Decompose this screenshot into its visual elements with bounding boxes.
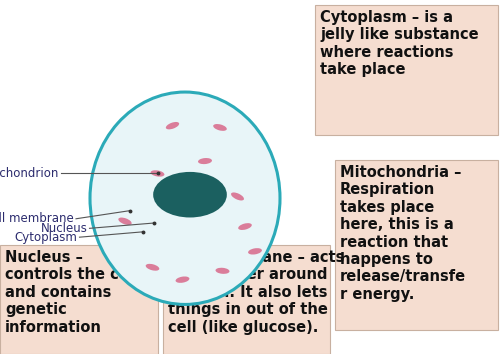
Text: Cell membrane: Cell membrane xyxy=(0,212,74,225)
Ellipse shape xyxy=(238,223,252,230)
Ellipse shape xyxy=(166,122,179,129)
Text: Cytoplasm – is a
jelly like substance
where reactions
take place: Cytoplasm – is a jelly like substance wh… xyxy=(320,10,478,77)
Bar xyxy=(335,160,498,330)
Ellipse shape xyxy=(154,173,226,217)
Ellipse shape xyxy=(150,170,164,177)
Ellipse shape xyxy=(198,158,212,164)
Text: Mitochondrion: Mitochondrion xyxy=(0,167,59,180)
Ellipse shape xyxy=(90,92,280,304)
Ellipse shape xyxy=(213,124,227,131)
Ellipse shape xyxy=(231,193,244,200)
Ellipse shape xyxy=(146,264,160,271)
Text: Cell membrane – acts
as a barrier around
the cell. It also lets
things in out of: Cell membrane – acts as a barrier around… xyxy=(168,250,344,335)
Ellipse shape xyxy=(248,248,262,255)
Text: Nucleus: Nucleus xyxy=(40,222,88,235)
Text: Mitochondria –
Respiration
takes place
here, this is a
reaction that
happens to
: Mitochondria – Respiration takes place h… xyxy=(340,165,466,302)
Bar xyxy=(0,245,158,354)
Ellipse shape xyxy=(118,218,132,225)
Text: Cytoplasm: Cytoplasm xyxy=(14,231,78,244)
Text: Nucleus –
controls the cell
and contains
genetic
information: Nucleus – controls the cell and contains… xyxy=(5,250,139,335)
Bar xyxy=(163,245,330,354)
Bar xyxy=(315,5,498,135)
Ellipse shape xyxy=(176,276,190,283)
Ellipse shape xyxy=(216,268,230,274)
